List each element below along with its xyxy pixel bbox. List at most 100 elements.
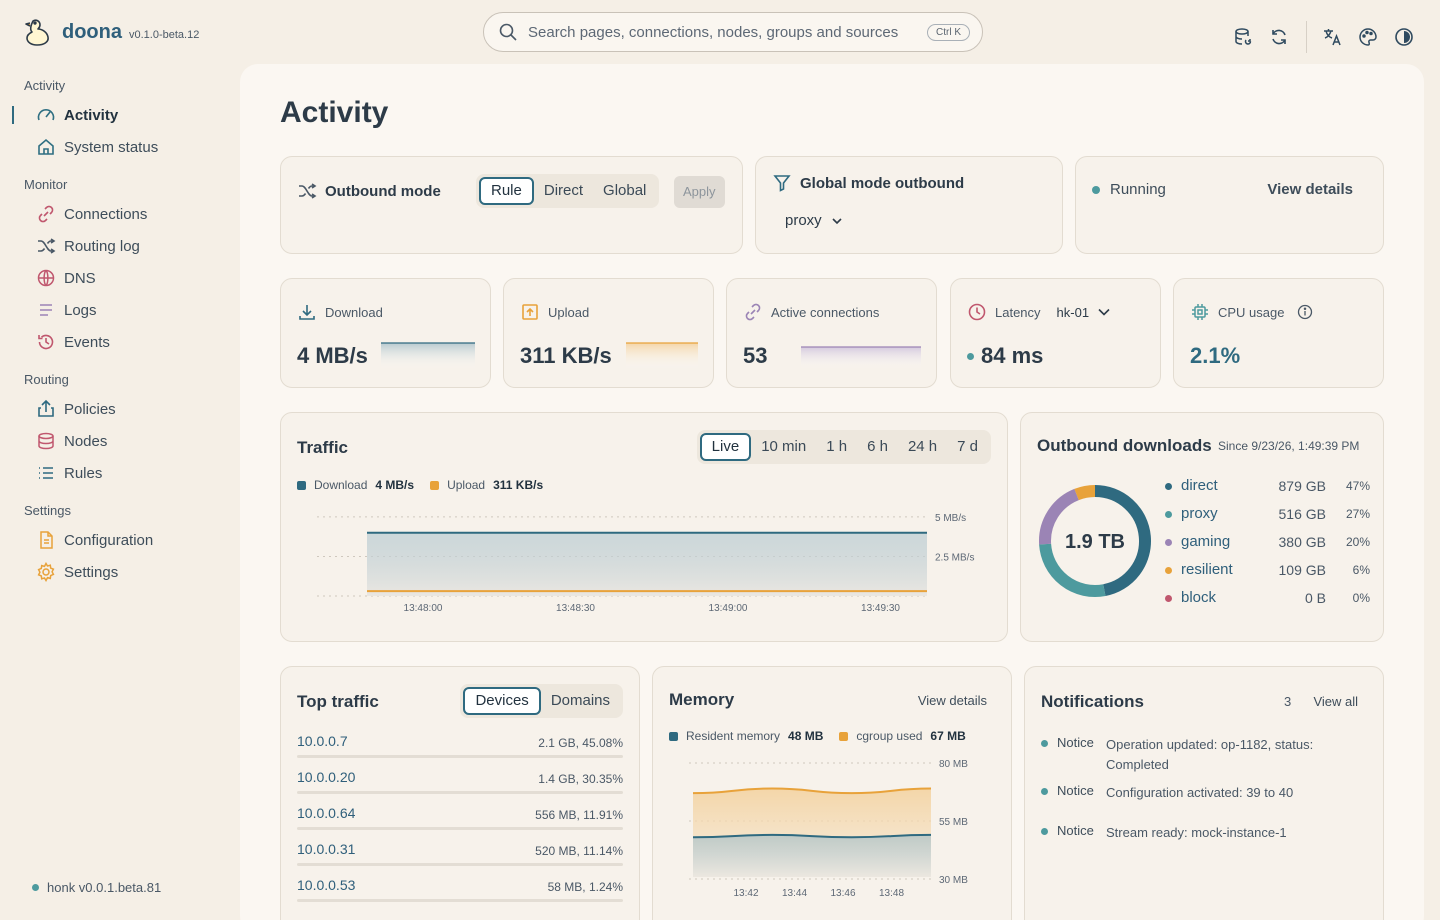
sidebar-item-system-status[interactable]: System status	[0, 131, 240, 163]
outbound-percent: 0%	[1352, 591, 1370, 605]
download-label: Download	[325, 304, 383, 320]
share-icon	[36, 399, 56, 419]
outbound-row[interactable]: block 0 B 0%	[1165, 589, 1370, 609]
sidebar-item-policies[interactable]: Policies	[0, 393, 240, 425]
range-live-button[interactable]: Live	[699, 433, 752, 461]
range-24h-button[interactable]: 24 h	[907, 438, 938, 455]
global-search[interactable]: Search pages, connections, nodes, groups…	[483, 12, 983, 52]
sidebar-section-title: Monitor	[24, 177, 68, 192]
legend-label: Resident memory	[686, 729, 781, 743]
sidebar-item-activity[interactable]: Activity	[0, 99, 240, 131]
search-icon	[498, 22, 518, 42]
x-tick-label: 13:48:30	[556, 603, 595, 614]
memory-card: Memory View details Resident memory 48 MB…	[652, 666, 1012, 920]
sidebar-item-rules[interactable]: Rules	[0, 457, 240, 489]
notifications-card: Notifications 3 View all Notice Operation…	[1024, 666, 1384, 920]
outbound-row[interactable]: gaming 380 GB 20%	[1165, 533, 1370, 553]
outbound-percent: 27%	[1345, 507, 1370, 521]
table-row[interactable]: 10.0.0.7 2.1 GB, 45.08%	[297, 733, 623, 761]
outbound-percent: 6%	[1352, 563, 1370, 577]
gear-icon	[36, 562, 56, 582]
mode-global-button[interactable]: Global	[603, 182, 647, 199]
sidebar-item-label: Connections	[64, 205, 148, 223]
instance-version: honk v0.0.1.beta.81	[47, 880, 162, 895]
sidebar-item-connections[interactable]: Connections	[0, 198, 240, 230]
upload-label: Upload	[548, 304, 590, 320]
info-icon[interactable]	[1297, 304, 1313, 320]
tab-devices[interactable]: Devices	[463, 687, 541, 715]
table-row[interactable]: 10.0.0.53 58 MB, 1.24%	[297, 877, 623, 905]
range-1h-button[interactable]: 1 h	[826, 438, 848, 455]
download-metric-card: Download 4 MB/s	[280, 278, 491, 388]
sidebar-item-routing-log[interactable]: Routing log	[0, 230, 240, 262]
tab-domains[interactable]: Domains	[550, 692, 610, 709]
download-area	[367, 532, 927, 596]
apply-button[interactable]: Apply	[674, 176, 725, 208]
memory-view-details-link[interactable]: View details	[917, 693, 987, 708]
usage-bar-track	[297, 827, 623, 830]
device-ip: 10.0.0.20	[297, 769, 356, 785]
sidebar-item-dns[interactable]: DNS	[0, 262, 240, 294]
database-sync-icon[interactable]	[1232, 26, 1254, 48]
table-row[interactable]: 10.0.0.20 1.4 GB, 30.35%	[297, 769, 623, 797]
range-10min-button[interactable]: 10 min	[761, 438, 807, 455]
top-traffic-title: Top traffic	[297, 692, 379, 711]
app-logo[interactable]: doona v0.1.0-beta.12	[24, 17, 199, 47]
refresh-icon[interactable]	[1268, 26, 1290, 48]
x-tick-label: 13:42	[733, 888, 758, 899]
view-details-link[interactable]: View details	[1267, 181, 1353, 198]
theme-toggle-icon[interactable]	[1393, 26, 1415, 48]
connections-metric-card: Active connections 53	[726, 278, 937, 388]
latency-node-select[interactable]: hk-01	[1057, 305, 1112, 320]
notification-dot	[1041, 788, 1048, 795]
notification-item[interactable]: Notice Stream ready: mock-instance-1	[1041, 823, 1371, 863]
outbound-size: 516 GB	[1278, 506, 1326, 522]
sidebar-item-nodes[interactable]: Nodes	[0, 425, 240, 457]
view-all-notifications-link[interactable]: View all	[1313, 694, 1358, 709]
main-panel: Activity Outbound mode Rule Direct Globa…	[240, 64, 1424, 920]
range-7d-button[interactable]: 7 d	[957, 438, 978, 455]
notification-type: Notice	[1057, 783, 1094, 798]
outbound-row[interactable]: resilient 109 GB 6%	[1165, 561, 1370, 581]
donut-slice-direct	[1094, 485, 1151, 597]
header-divider	[1306, 21, 1307, 53]
sidebar: Activity Activity System status Monitor …	[0, 78, 240, 598]
palette-icon[interactable]	[1357, 26, 1379, 48]
notification-message: Configuration activated: 39 to 40	[1106, 785, 1294, 800]
outbound-row[interactable]: direct 879 GB 47%	[1165, 477, 1370, 497]
notification-item[interactable]: Notice Configuration activated: 39 to 40	[1041, 783, 1371, 823]
y-tick-label: 30 MB	[939, 875, 968, 886]
table-row[interactable]: 10.0.0.64 556 MB, 11.91%	[297, 805, 623, 833]
outbound-mode-card: Outbound mode Rule Direct Global Apply	[280, 156, 743, 254]
device-ip: 10.0.0.53	[297, 877, 356, 893]
table-row[interactable]: 10.0.0.31 520 MB, 11.14%	[297, 841, 623, 869]
sidebar-item-settings[interactable]: Settings	[0, 556, 240, 588]
legend-value: 48 MB	[788, 729, 824, 743]
history-icon	[36, 332, 56, 352]
notification-item[interactable]: Notice Operation updated: op-1182, status…	[1041, 735, 1371, 775]
sidebar-item-events[interactable]: Events	[0, 326, 240, 358]
notifications-count: 3	[1284, 694, 1292, 709]
latency-metric-card: Latency hk-01 84 ms	[950, 278, 1161, 388]
mode-direct-button[interactable]: Direct	[543, 182, 584, 199]
outbound-row[interactable]: proxy 516 GB 27%	[1165, 505, 1370, 525]
upload-value: 311 KB/s	[520, 343, 612, 368]
global-mode-select[interactable]: proxy	[785, 212, 844, 229]
database-icon	[36, 431, 56, 451]
sidebar-item-logs[interactable]: Logs	[0, 294, 240, 326]
legend-download: Download 4 MB/s	[297, 478, 414, 492]
legend-label: cgroup used	[856, 729, 923, 743]
sidebar-item-label: Routing log	[64, 237, 140, 255]
translate-icon[interactable]	[1321, 26, 1343, 48]
top-traffic-tabs: Devices Domains	[460, 684, 623, 718]
mode-rule-button[interactable]: Rule	[479, 177, 534, 205]
globe-icon	[36, 268, 56, 288]
range-6h-button[interactable]: 6 h	[867, 438, 888, 455]
sidebar-item-configuration[interactable]: Configuration	[0, 524, 240, 556]
legend-resident-memory: Resident memory 48 MB	[669, 729, 823, 743]
notification-message: Stream ready: mock-instance-1	[1106, 825, 1287, 840]
legend-label: Download	[314, 478, 368, 492]
donut-total-label: 1.9 TB	[1065, 531, 1125, 553]
search-shortcut: Ctrl K	[927, 23, 970, 41]
traffic-chart: 5 MB/s 2.5 MB/s 13:48:00 13:48:30 13:49:00 13…	[317, 513, 974, 614]
